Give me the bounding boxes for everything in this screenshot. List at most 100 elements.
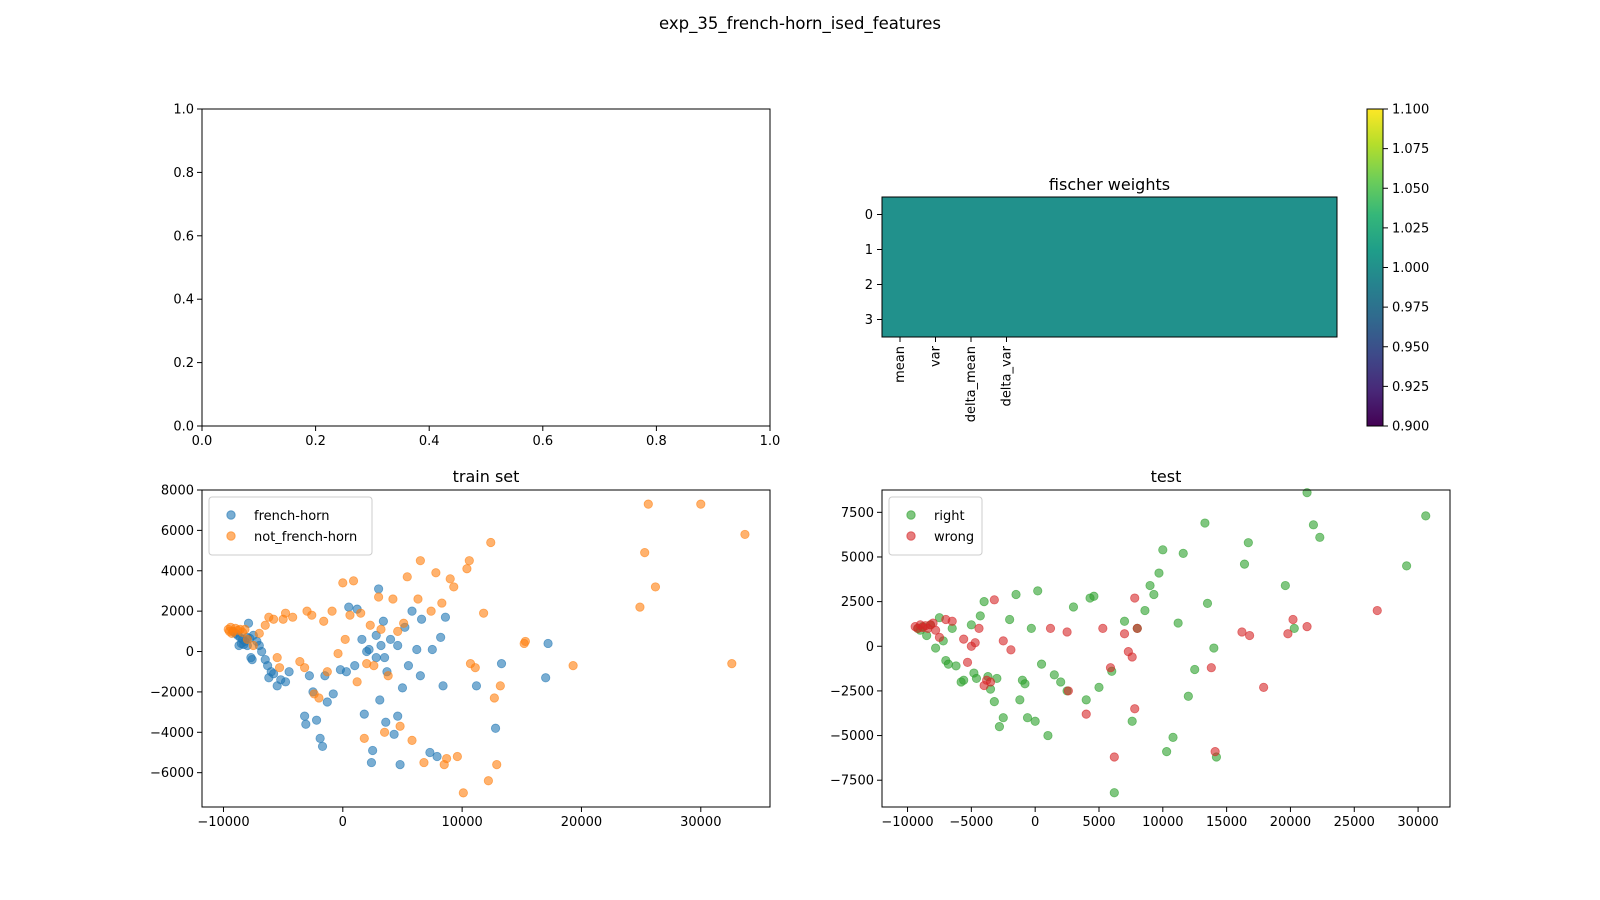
- french-horn-point: [381, 717, 391, 727]
- french-horn-point: [393, 640, 403, 651]
- not_french-horn-point: [369, 661, 379, 671]
- test-panel: −10000 −5000 0 5000 10000 15000 20000 25000 3000…: [830, 467, 1451, 830]
- right-point: [1173, 618, 1183, 628]
- not_french-horn-point: [395, 721, 405, 731]
- legend-marker: [906, 531, 916, 541]
- x-tick-label: 1.0: [760, 434, 781, 449]
- french-horn-point: [359, 709, 369, 719]
- wrong-point: [1109, 752, 1119, 762]
- french-horn-point: [440, 612, 451, 622]
- right-point: [1315, 532, 1325, 542]
- french-horn-point: [395, 759, 405, 770]
- french-horn-point: [543, 638, 553, 649]
- wrong-point: [1006, 645, 1016, 655]
- right-point: [1145, 580, 1155, 591]
- not_french-horn-point: [388, 594, 398, 604]
- heatmap-column-label: mean: [893, 346, 908, 383]
- right-point: [1127, 716, 1137, 726]
- french-horn-point: [315, 733, 325, 743]
- y-tick-label: 0.6: [173, 229, 194, 244]
- not_french-horn-point: [462, 564, 472, 574]
- not_french-horn-point: [483, 776, 493, 786]
- x-tick-label: 0.6: [532, 434, 553, 449]
- not_french-horn-point: [445, 574, 455, 584]
- wrong-point: [1237, 627, 1247, 637]
- right-point: [1243, 538, 1253, 548]
- heatmap-cell-row: [882, 232, 1337, 268]
- heatmap-cell-row: [882, 267, 1337, 303]
- wrong-point: [1259, 682, 1269, 692]
- not_french-horn-point: [376, 624, 386, 634]
- french-horn-point: [357, 634, 367, 645]
- right-point: [1056, 677, 1066, 687]
- french-horn-point: [301, 719, 311, 729]
- colorbar-tick-label: 0.975: [1392, 301, 1429, 316]
- wrong-point: [998, 636, 1008, 646]
- x-tick-label: −5000: [949, 815, 993, 830]
- right-point: [943, 659, 953, 669]
- fischer-weights-panel: 0 1 2 3 mean var delta_mean delta_var fischer we…: [865, 175, 1338, 422]
- not_french-horn-point: [402, 572, 412, 582]
- colorbar-tick-label: 0.925: [1392, 380, 1429, 395]
- y-tick-label: −4000: [150, 726, 194, 741]
- not_french-horn-point: [635, 602, 645, 612]
- legend-box: [208, 496, 373, 556]
- not_french-horn-point: [458, 788, 468, 798]
- not_french-horn-point: [489, 693, 499, 703]
- not_french-horn-point: [696, 499, 706, 509]
- french-horn-point: [280, 677, 291, 687]
- colorbar-tick-label: 0.950: [1392, 340, 1429, 355]
- not_french-horn-point: [437, 598, 447, 608]
- legend-marker: [906, 510, 916, 520]
- wrong-point: [989, 595, 999, 605]
- colorbar-tick-label: 0.900: [1392, 420, 1429, 435]
- y-tick-label: 5000: [841, 550, 874, 565]
- right-point: [1202, 598, 1213, 609]
- not_french-horn-point: [492, 759, 502, 770]
- not_french-horn-point: [240, 624, 250, 634]
- not_french-horn-point: [338, 578, 348, 588]
- train-set-panel: −10000 0 10000 20000 30000 −6000 −4000 −2000 0 20…: [150, 467, 771, 830]
- right-point: [1421, 511, 1431, 521]
- x-tick-label: −10000: [881, 815, 933, 830]
- right-point: [1030, 716, 1040, 726]
- x-tick-label: 0: [1031, 815, 1039, 830]
- x-tick-label: 15000: [1206, 815, 1247, 830]
- not_french-horn-point: [280, 608, 291, 618]
- french-horn-point: [496, 659, 507, 669]
- right-point: [1280, 580, 1290, 591]
- not_french-horn-point: [379, 727, 390, 737]
- not_french-horn-point: [365, 620, 375, 630]
- french-horn-point: [376, 640, 386, 651]
- not_french-horn-point: [442, 753, 452, 764]
- right-point: [1168, 732, 1178, 742]
- french-horn-point: [328, 689, 338, 699]
- wrong-point: [947, 616, 957, 626]
- wrong-point: [985, 677, 996, 687]
- heatmap-row-label: 3: [865, 313, 873, 328]
- wrong-point: [1063, 686, 1073, 696]
- not_french-horn-point: [486, 537, 496, 548]
- not_french-horn-point: [426, 606, 436, 616]
- right-point: [966, 620, 976, 630]
- not_french-horn-point: [399, 618, 409, 628]
- right-point: [979, 597, 989, 607]
- french-horn-point: [317, 741, 328, 752]
- not_french-horn-point: [307, 610, 317, 620]
- right-point: [975, 611, 985, 621]
- not_french-horn-point: [345, 610, 355, 620]
- french-horn-point: [427, 644, 437, 655]
- x-tick-label: 0.0: [192, 434, 213, 449]
- right-point: [1011, 589, 1021, 600]
- y-tick-label: 0: [186, 645, 194, 660]
- not_french-horn-point: [449, 582, 459, 592]
- not_french-horn-point: [274, 663, 285, 673]
- right-point: [989, 697, 999, 707]
- colorbar-tick-label: 1.025: [1392, 221, 1429, 236]
- y-tick-label: −6000: [150, 766, 194, 781]
- x-tick-label: 30000: [680, 815, 721, 830]
- french-horn-point: [350, 661, 360, 671]
- french-horn-point: [268, 669, 279, 679]
- not_french-horn-point: [227, 628, 237, 638]
- x-tick-label: 20000: [1270, 815, 1311, 830]
